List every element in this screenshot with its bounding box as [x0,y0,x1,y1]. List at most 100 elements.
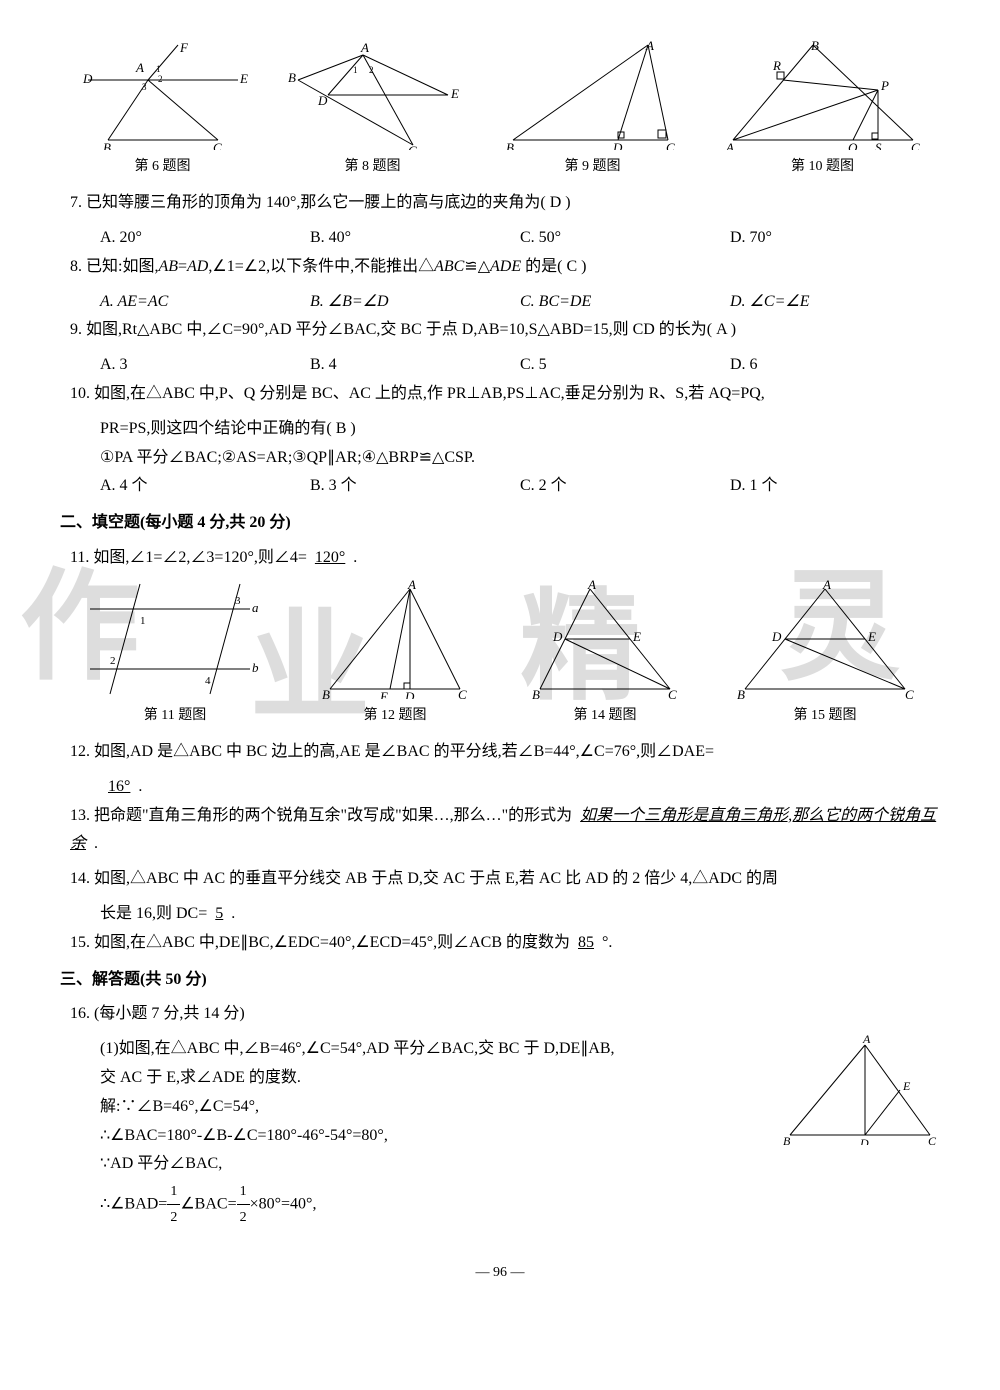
figure-9: A B D C 第 9 题图 [498,40,688,179]
figure-16: A B D C E [780,1035,940,1145]
svg-text:D: D [404,689,415,699]
frac-den: 2 [237,1205,250,1230]
figure-15-svg: A B C D E [730,579,920,699]
q8-t5: 的是( C ) [521,258,586,275]
svg-text:A: A [862,1035,871,1046]
svg-text:B: B [103,140,111,150]
figure-12-caption: 第 12 题图 [364,703,427,728]
svg-text:E: E [450,86,459,101]
fraction-half-1: 12 [167,1179,180,1230]
q16-p1: (1)如图,在△ABC 中,∠B=46°,∠C=54°,AD 平分∠BAC,交 … [60,1035,780,1064]
question-7-text: 7. 已知等腰三角形的顶角为 140°,那么它一腰上的高与底边的夹角为( D ) [70,194,571,211]
svg-text:E: E [902,1079,911,1093]
svg-text:a: a [252,600,259,615]
section-3-title: 三、解答题(共 50 分) [60,966,940,995]
q16-s4: ∴∠BAD=12∠BAC=12×80°=40°, [60,1179,780,1230]
q16-s3: ∵AD 平分∠BAC, [60,1150,780,1179]
q14-ans: 5 [207,905,231,922]
svg-text:C: C [911,140,920,150]
figure-9-caption: 第 9 题图 [565,154,621,179]
figure-6-svg: D E B C A F 1 2 3 [78,40,248,150]
figures-row-1: D E B C A F 1 2 3 第 6 题图 B A C D E 1 2 [60,40,940,179]
svg-text:A: A [360,40,369,55]
svg-text:A: A [822,579,831,592]
q15-unit: °. [602,934,612,951]
figures-row-2: a b 3 1 2 4 第 11 题图 A B E D C 第 12 题图 [60,579,940,728]
svg-text:3: 3 [142,82,147,92]
figure-15-caption: 第 15 题图 [794,703,857,728]
option-7c: C. 50° [520,224,730,253]
q12-ans: 16° [100,778,138,795]
figure-16-svg: A B D C E [780,1035,940,1145]
svg-text:A: A [645,40,654,53]
svg-text:C: C [458,687,467,699]
option-9c: C. 5 [520,351,730,380]
q8-ade: ADE [490,258,521,275]
option-9a: A. 3 [100,351,310,380]
option-9d: D. 6 [730,351,940,380]
option-10c: C. 2 个 [520,472,730,501]
svg-text:C: C [408,143,417,150]
figure-8: B A C D E 1 2 第 8 题图 [283,40,463,179]
q16-p2: 交 AC 于 E,求∠ADE 的度数. [60,1064,780,1093]
svg-text:E: E [239,71,248,86]
question-10-options: A. 4 个 B. 3 个 C. 2 个 D. 1 个 [60,472,940,501]
q16-s4a: ∴∠BAD= [100,1195,167,1212]
question-14-l2: 长是 16,则 DC=5. [60,900,940,929]
svg-text:B: B [532,687,540,699]
svg-text:4: 4 [205,675,211,687]
option-10b: B. 3 个 [310,472,520,501]
q10-l2: PR=PS,则这四个结论中正确的有( B ) [60,415,940,444]
option-7b: B. 40° [310,224,520,253]
q13-text: 13. 把命题"直角三角形的两个锐角互余"改写成"如果…,那么…"的形式为 [70,807,572,824]
figure-12: A B E D C 第 12 题图 [310,579,480,728]
section-2-title: 二、填空题(每小题 4 分,共 20 分) [60,509,940,538]
figure-11-svg: a b 3 1 2 4 [80,579,270,699]
figure-15: A B C D E 第 15 题图 [730,579,920,728]
svg-text:B: B [811,40,819,53]
q8-t2: = [178,258,187,275]
svg-text:2: 2 [158,74,163,84]
figure-6: D E B C A F 1 2 3 第 6 题图 [78,40,248,179]
svg-text:2: 2 [110,655,116,667]
q16-s2: ∴∠BAC=180°-∠B-∠C=180°-46°-54°=80°, [60,1122,780,1151]
question-16-body: (1)如图,在△ABC 中,∠B=46°,∠C=54°,AD 平分∠BAC,交 … [60,1035,940,1230]
question-14: 14. 如图,△ABC 中 AC 的垂直平分线交 AB 于点 D,交 AC 于点… [60,865,940,894]
question-13: 13. 把命题"直角三角形的两个锐角互余"改写成"如果…,那么…"的形式为如果一… [60,802,940,860]
q10-l3: ①PA 平分∠BAC;②AS=AR;③QP∥AR;④△BRP≌△CSP. [60,444,940,473]
question-12-line2: 16°. [60,773,940,802]
svg-text:D: D [771,629,782,644]
question-9-options: A. 3 B. 4 C. 5 D. 6 [60,351,940,380]
figure-8-svg: B A C D E 1 2 [283,40,463,150]
svg-text:D: D [552,629,563,644]
figure-14: A B C D E 第 14 题图 [520,579,690,728]
svg-text:E: E [379,689,388,699]
figure-11-caption: 第 11 题图 [144,703,206,728]
option-8b: B. ∠B=∠D [310,288,520,317]
q8-ab: AB [158,258,178,275]
q14-l1: 14. 如图,△ABC 中 AC 的垂直平分线交 AB 于点 D,交 AC 于点… [70,870,778,887]
question-10: 10. 如图,在△ABC 中,P、Q 分别是 BC、AC 上的点,作 PR⊥AB… [60,380,940,409]
q11-ans: 120° [307,549,353,566]
svg-text:B: B [783,1134,791,1145]
svg-text:B: B [506,140,514,150]
svg-text:1: 1 [353,65,358,75]
question-11: 11. 如图,∠1=∠2,∠3=120°,则∠4=120°. [60,544,940,573]
figure-14-caption: 第 14 题图 [574,703,637,728]
svg-text:1: 1 [140,615,146,627]
q8-t3: ,∠1=∠2,以下条件中,不能推出△ [208,258,434,275]
q9-text: 9. 如图,Rt△ABC 中,∠C=90°,AD 平分∠BAC,交 BC 于点 … [70,321,736,338]
svg-text:A: A [725,140,734,150]
svg-text:1: 1 [156,64,161,74]
option-9b: B. 4 [310,351,520,380]
frac-num: 1 [167,1179,180,1205]
svg-text:E: E [632,629,641,644]
svg-text:A: A [407,579,416,592]
svg-text:D: D [317,93,328,108]
q12-dot: . [138,778,142,795]
q8-t1: 8. 已知:如图, [70,258,158,275]
svg-text:F: F [179,40,189,55]
figure-10: B R P A Q S C 第 10 题图 [723,40,923,179]
svg-text:b: b [252,660,259,675]
svg-text:B: B [322,687,330,699]
